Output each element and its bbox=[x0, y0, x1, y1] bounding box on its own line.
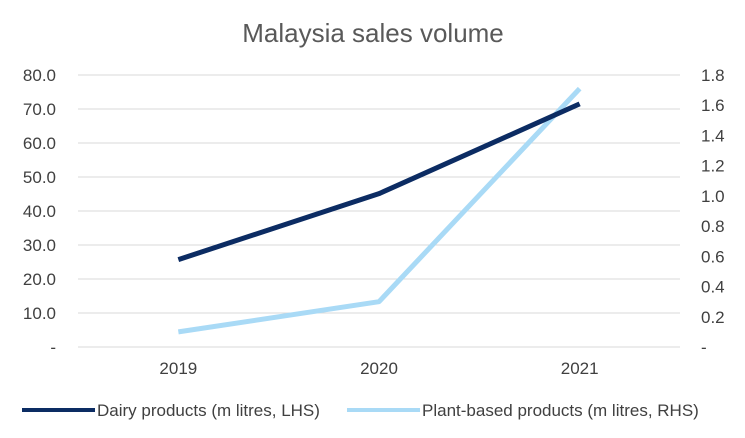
right-tick-label: 1.8 bbox=[701, 66, 725, 85]
left-tick-label: 50.0 bbox=[23, 168, 56, 187]
right-tick-label: 1.0 bbox=[701, 187, 725, 206]
left-tick-label: 80.0 bbox=[23, 66, 56, 85]
right-tick-label: 1.2 bbox=[701, 157, 725, 176]
left-tick-label: 70.0 bbox=[23, 100, 56, 119]
x-tick-label: 2020 bbox=[360, 359, 398, 378]
left-axis-ticks: - 10.0 20.0 30.0 40.0 50.0 60.0 70.0 80.0 bbox=[23, 66, 56, 357]
left-tick-label: 10.0 bbox=[23, 304, 56, 323]
right-tick-label: 0.2 bbox=[701, 308, 725, 327]
right-tick-label: 0.4 bbox=[701, 278, 725, 297]
series-line-dairy bbox=[177, 101, 581, 262]
series-lines bbox=[177, 86, 582, 335]
right-tick-label: 0.6 bbox=[701, 247, 725, 266]
x-tick-label: 2021 bbox=[561, 359, 599, 378]
right-tick-label: 1.4 bbox=[701, 126, 725, 145]
right-tick-label: 0.8 bbox=[701, 217, 725, 236]
gridlines bbox=[78, 74, 680, 348]
chart-title: Malaysia sales volume bbox=[242, 18, 504, 48]
left-tick-label: 40.0 bbox=[23, 202, 56, 221]
right-tick-label: - bbox=[701, 338, 707, 357]
left-tick-label: 60.0 bbox=[23, 134, 56, 153]
right-tick-label: 1.6 bbox=[701, 96, 725, 115]
legend-label-plant: Plant-based products (m litres, RHS) bbox=[422, 401, 699, 420]
right-axis-ticks: - 0.2 0.4 0.6 0.8 1.0 1.2 1.4 1.6 1.8 bbox=[701, 66, 725, 357]
legend: Dairy products (m litres, LHS) Plant-bas… bbox=[22, 401, 699, 420]
series-line-plant-based bbox=[177, 86, 582, 335]
x-tick-label: 2019 bbox=[159, 359, 197, 378]
left-tick-label: 30.0 bbox=[23, 236, 56, 255]
left-tick-label: 20.0 bbox=[23, 270, 56, 289]
left-tick-label: - bbox=[50, 338, 56, 357]
legend-label-dairy: Dairy products (m litres, LHS) bbox=[97, 401, 320, 420]
x-axis-ticks: 2019 2020 2021 bbox=[159, 359, 598, 378]
